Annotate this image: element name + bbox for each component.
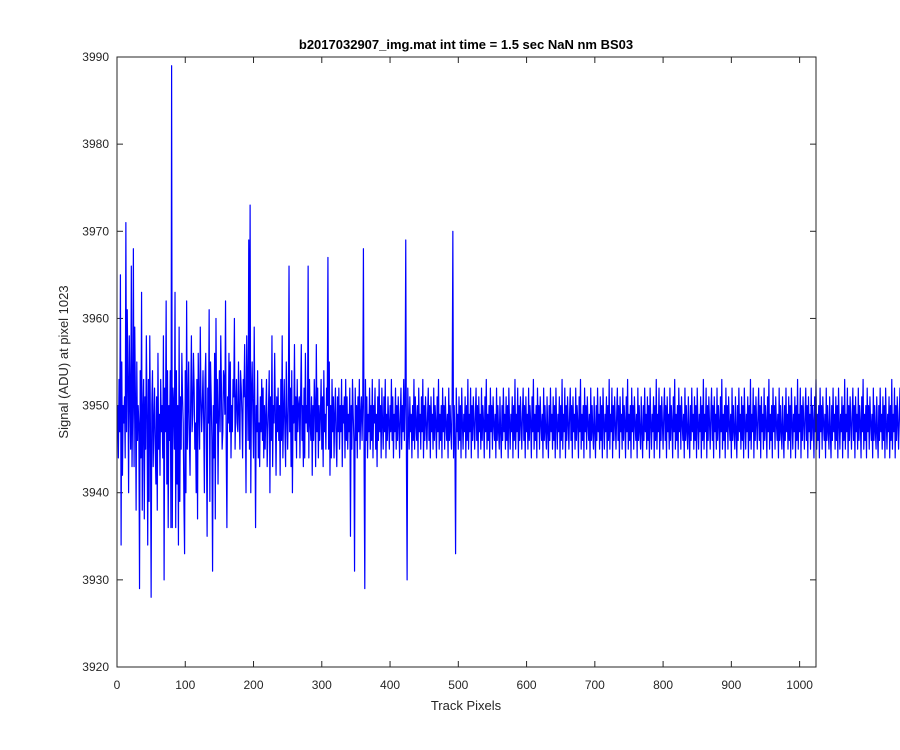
y-tick-label: 3950 bbox=[82, 399, 109, 413]
x-tick-label: 500 bbox=[448, 678, 468, 692]
y-tick-label: 3920 bbox=[82, 660, 109, 674]
signal-series-line bbox=[117, 65, 900, 598]
x-tick-label: 200 bbox=[244, 678, 264, 692]
x-tick-label: 100 bbox=[175, 678, 195, 692]
y-tick-label: 3940 bbox=[82, 486, 109, 500]
x-tick-label: 600 bbox=[517, 678, 537, 692]
x-tick-label: 1000 bbox=[786, 678, 813, 692]
axes-box bbox=[116, 56, 817, 668]
plot-background bbox=[117, 57, 816, 667]
x-tick-label: 900 bbox=[721, 678, 741, 692]
x-axis-label: Track Pixels bbox=[431, 698, 502, 713]
x-tick-label: 700 bbox=[585, 678, 605, 692]
x-tick-label: 400 bbox=[380, 678, 400, 692]
y-tick-label: 3970 bbox=[82, 224, 109, 238]
tick-labels: 0 100 200 300 400 500 600 700 800 900 1000 3920 3930… bbox=[82, 50, 813, 692]
x-tick-label: 300 bbox=[312, 678, 332, 692]
y-tick-label: 3960 bbox=[82, 311, 109, 325]
y-tick-label: 3990 bbox=[82, 50, 109, 64]
x-tick-label: 800 bbox=[653, 678, 673, 692]
y-tick-label: 3980 bbox=[82, 137, 109, 151]
y-tick-label: 3930 bbox=[82, 573, 109, 587]
y-axis-label: Signal (ADU) at pixel 1023 bbox=[56, 285, 71, 438]
chart-title: b2017032907_img.mat int time = 1.5 sec N… bbox=[299, 37, 633, 52]
x-tick-label: 0 bbox=[114, 678, 121, 692]
